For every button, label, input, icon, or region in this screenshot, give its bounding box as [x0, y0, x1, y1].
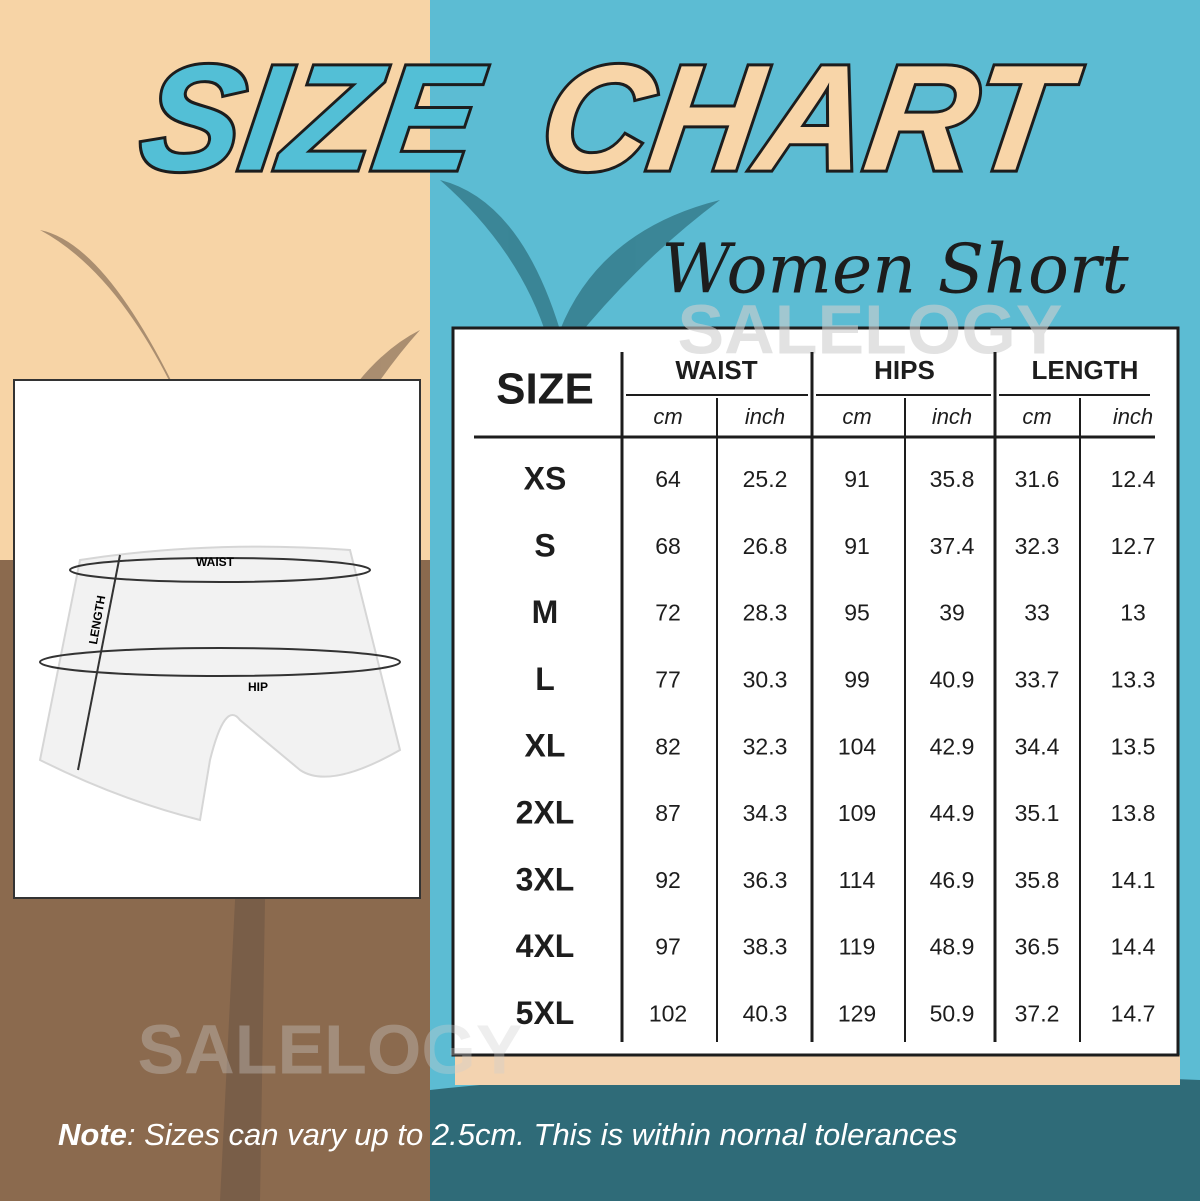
group-header: LENGTH	[1032, 355, 1139, 385]
size-value: 34.3	[743, 800, 788, 826]
size-value: 119	[839, 934, 876, 960]
size-label: XL	[525, 728, 566, 764]
size-label: 5XL	[516, 995, 575, 1031]
size-value: 37.2	[1015, 1000, 1060, 1026]
size-value: 14.4	[1111, 934, 1156, 960]
size-value: 82	[655, 733, 681, 759]
size-value: 37.4	[930, 533, 975, 559]
size-value: 129	[838, 1000, 876, 1026]
size-value: 33.7	[1015, 666, 1060, 692]
size-value: 13.8	[1111, 800, 1156, 826]
size-value: 25.2	[743, 466, 788, 492]
size-value: 35.8	[1015, 867, 1060, 893]
size-value: 12.7	[1111, 533, 1156, 559]
watermark: SALELOGY	[677, 290, 1062, 368]
title-group: SIZE CHART	[129, 31, 1092, 204]
unit-header: inch	[932, 404, 972, 429]
size-value: 46.9	[930, 867, 975, 893]
size-value: 87	[655, 800, 681, 826]
size-label: M	[532, 594, 559, 630]
size-value: 40.3	[743, 1000, 788, 1026]
size-value: 14.7	[1111, 1000, 1156, 1026]
size-value: 13.5	[1111, 733, 1156, 759]
size-value: 35.8	[930, 466, 975, 492]
size-value: 32.3	[743, 733, 788, 759]
size-value: 48.9	[930, 934, 975, 960]
size-value: 42.9	[930, 733, 975, 759]
size-value: 26.8	[743, 533, 788, 559]
shorts	[38, 545, 402, 822]
table-box	[451, 326, 1180, 1057]
size-value: 13.3	[1111, 666, 1156, 692]
size-value: 40.9	[930, 666, 975, 692]
title-word: SIZE	[132, 34, 493, 201]
size-label: 2XL	[516, 794, 575, 830]
bg-sea	[430, 1072, 1200, 1201]
size-value: 99	[844, 666, 870, 692]
title-word: CHART	[532, 34, 1089, 201]
diagram-label: HIP	[248, 680, 268, 694]
size-value: 68	[655, 533, 681, 559]
note-label: Note	[58, 1117, 127, 1152]
size-value: 95	[844, 600, 870, 626]
size-value: 13	[1120, 600, 1146, 626]
unit-header: inch	[1113, 404, 1153, 429]
unit-header: cm	[842, 404, 871, 429]
size-value: 91	[844, 533, 870, 559]
note-text: : Sizes can vary up to 2.5cm. This is wi…	[127, 1117, 957, 1152]
subtitle: Women Short	[661, 231, 1129, 310]
unit-header: cm	[1022, 404, 1051, 429]
size-header: SIZE	[496, 365, 594, 414]
unit-header: inch	[745, 404, 785, 429]
size-value: 109	[838, 800, 876, 826]
size-value: 92	[655, 867, 681, 893]
watermark: SALELOGY	[137, 1010, 522, 1088]
size-label: XS	[524, 460, 567, 496]
size-value: 12.4	[1111, 466, 1156, 492]
size-label: 3XL	[516, 861, 575, 897]
table-shadow	[455, 1055, 1180, 1085]
size-label: 4XL	[516, 928, 575, 964]
palm-right	[440, 180, 720, 340]
size-value: 91	[844, 466, 870, 492]
group-header: WAIST	[675, 355, 757, 385]
size-value: 32.3	[1015, 533, 1060, 559]
size-value: 34.4	[1015, 733, 1060, 759]
size-value: 33	[1024, 600, 1050, 626]
size-value: 50.9	[930, 1000, 975, 1026]
size-value: 38.3	[743, 934, 788, 960]
size-value: 36.3	[743, 867, 788, 893]
size-value: 102	[649, 1000, 687, 1026]
unit-header: cm	[653, 404, 682, 429]
size-value: 72	[655, 600, 681, 626]
size-label: S	[534, 527, 555, 563]
size-value: 36.5	[1015, 934, 1060, 960]
size-value: 104	[838, 733, 877, 759]
size-value: 35.1	[1015, 800, 1060, 826]
size-value: 14.1	[1111, 867, 1156, 893]
size-value: 97	[655, 934, 681, 960]
size-value: 44.9	[930, 800, 975, 826]
group-header: HIPS	[874, 355, 935, 385]
note: Note: Sizes can vary up to 2.5cm. This i…	[58, 1117, 957, 1152]
size-value: 114	[839, 867, 876, 893]
size-label: L	[535, 661, 555, 697]
size-value: 28.3	[743, 600, 788, 626]
diagram-label: WAIST	[196, 555, 235, 569]
size-value: 30.3	[743, 666, 788, 692]
size-value: 31.6	[1015, 466, 1060, 492]
size-value: 77	[655, 666, 681, 692]
size-value: 39	[939, 600, 965, 626]
size-value: 64	[655, 466, 681, 492]
